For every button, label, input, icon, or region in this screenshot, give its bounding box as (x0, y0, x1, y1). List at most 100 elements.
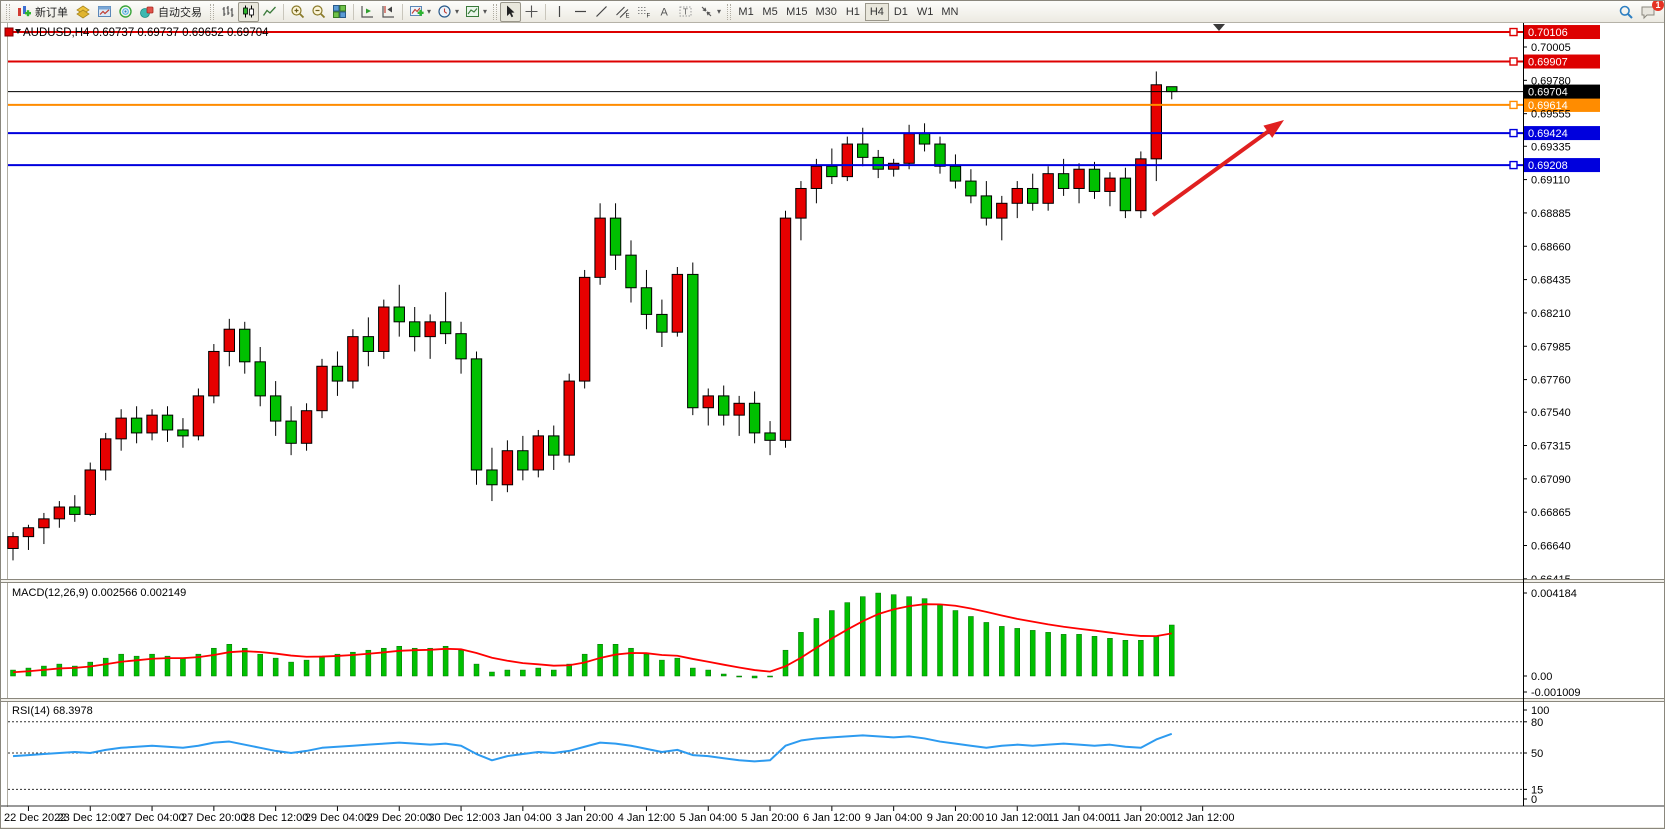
text-label-button[interactable]: T (675, 2, 696, 22)
hline-badge (1524, 158, 1600, 173)
zoom-in-button[interactable] (287, 2, 308, 22)
trend-arrow-head[interactable] (1263, 120, 1284, 138)
indicators-button[interactable]: ▾ (406, 2, 434, 22)
new-order-button[interactable]: 新订单 (13, 2, 73, 22)
macd-histogram-bar (1045, 632, 1051, 677)
trend-arrow[interactable] (1151, 120, 1284, 217)
arrows-button[interactable]: ▾ (696, 2, 724, 22)
window-bottom-strip (1, 827, 1664, 828)
macd-histogram-bar (72, 665, 78, 677)
timeframe-h1-button[interactable]: H1 (845, 5, 860, 18)
candle-body (949, 165, 962, 182)
line-handle[interactable] (1509, 100, 1518, 110)
candle-body (38, 518, 50, 529)
candle-body (1073, 168, 1085, 189)
line-handle[interactable] (1509, 160, 1518, 170)
hline-anchor-handle[interactable] (4, 27, 14, 37)
toolbar-grip[interactable] (210, 3, 214, 20)
macd-histogram-bar (473, 663, 480, 677)
time-tick-label: 9 Jan 04:00 (865, 812, 923, 824)
timeframe-h4-button[interactable]: H4 (864, 2, 889, 21)
toolbar-separator (353, 3, 354, 20)
price-tick-label: 0.68435 (1531, 275, 1571, 287)
cursor-button[interactable] (500, 1, 522, 22)
indicators-icon (410, 6, 424, 16)
macd-histogram-bar (690, 667, 696, 677)
toolbar-grip[interactable] (493, 3, 498, 20)
hline-badge-text: 0.69907 (1528, 57, 1568, 69)
vertical-line-button[interactable] (549, 2, 570, 22)
panel-separator[interactable] (1, 698, 1665, 702)
macd-tick-label: -0.001009 (1531, 687, 1581, 699)
bar-chart-button[interactable] (217, 2, 238, 22)
candle-body (918, 133, 931, 145)
price-axis[interactable]: 0.70106 0.69907 0.69614 0.69424 0.69208 0.697… (1523, 25, 1600, 806)
rsi-tick-label: 80 (1531, 717, 1543, 729)
candle-body (331, 365, 344, 382)
candlestick-chart-button[interactable] (238, 1, 259, 22)
macd-histogram-bar (1107, 638, 1113, 677)
horizontal-line-button[interactable] (570, 2, 591, 22)
chart-shift-button[interactable] (378, 2, 399, 22)
line-handle[interactable] (1509, 57, 1518, 66)
timeframe-m15-button[interactable]: M15 (786, 5, 808, 18)
trendline-icon (596, 6, 607, 17)
signals-icon (119, 5, 132, 18)
candle-body (69, 506, 81, 515)
notifications-button[interactable]: 1 (1637, 1, 1664, 22)
toolbar-grip[interactable] (727, 3, 732, 20)
templates-button[interactable]: ▾ (462, 2, 490, 22)
timeframe-d1-button[interactable]: D1 (893, 5, 908, 18)
zoom-out-button[interactable] (308, 2, 329, 22)
time-tick-label: 11 Jan 20:00 (1109, 812, 1172, 824)
macd-histogram-bar (1060, 634, 1067, 677)
timeframe-m30-button[interactable]: M30 (815, 5, 837, 18)
line-handle[interactable] (1509, 27, 1518, 37)
candle-body (501, 450, 514, 486)
trendline-button[interactable] (591, 2, 612, 22)
auto-scroll-button[interactable] (357, 2, 378, 22)
terminal-button[interactable] (94, 2, 115, 22)
crosshair-button[interactable] (521, 2, 542, 22)
signals-button[interactable] (115, 2, 136, 22)
macd-histogram-bar (411, 647, 418, 677)
search-button[interactable] (1615, 2, 1637, 22)
tile-windows-icon (333, 5, 346, 18)
timeframe-m5-button[interactable]: M5 (762, 5, 778, 18)
text-button[interactable]: A (654, 2, 675, 22)
candle-body (22, 527, 35, 538)
editor-button[interactable] (73, 2, 94, 22)
timeframe-mn-button[interactable]: MN (941, 5, 959, 18)
periods-button[interactable]: ▾ (434, 2, 462, 22)
tile-windows-button[interactable] (329, 2, 350, 22)
crosshair-icon (525, 5, 538, 18)
toolbar-grip[interactable] (6, 3, 10, 20)
chart-shift-marker[interactable] (1213, 24, 1225, 31)
macd-histogram-bar (906, 596, 912, 677)
macd-histogram-bar (860, 596, 866, 677)
auto-trading-button[interactable]: 自动交易 (136, 2, 207, 22)
panel-separator[interactable] (1, 579, 1665, 583)
text-icon: A (661, 7, 669, 19)
notification-badge: 1 (1652, 1, 1664, 11)
timeframe-m1-button[interactable]: M1 (738, 5, 754, 18)
macd-histogram-bar (581, 653, 588, 677)
macd-tick-label: 0.004184 (1531, 588, 1577, 600)
line-chart-button[interactable] (259, 2, 280, 22)
candle-body (609, 217, 622, 256)
macd-histogram-bar (211, 647, 217, 677)
trend-arrow-shaft[interactable] (1151, 127, 1273, 217)
candle-body (733, 402, 745, 416)
rsi-label: RSI(14) 68.3978 (12, 705, 93, 717)
line-handle[interactable] (1509, 128, 1518, 138)
candle-body (903, 133, 915, 164)
timeframe-w1-button[interactable]: W1 (916, 5, 934, 18)
macd-histogram-bar (489, 671, 495, 677)
time-tick-label: 5 Jan 04:00 (680, 812, 738, 824)
fibonacci-button[interactable]: F (633, 2, 654, 22)
macd-histogram-bar (844, 602, 851, 677)
equidistant-channel-button[interactable]: E (612, 2, 633, 22)
macd-histogram-bar (952, 610, 959, 677)
